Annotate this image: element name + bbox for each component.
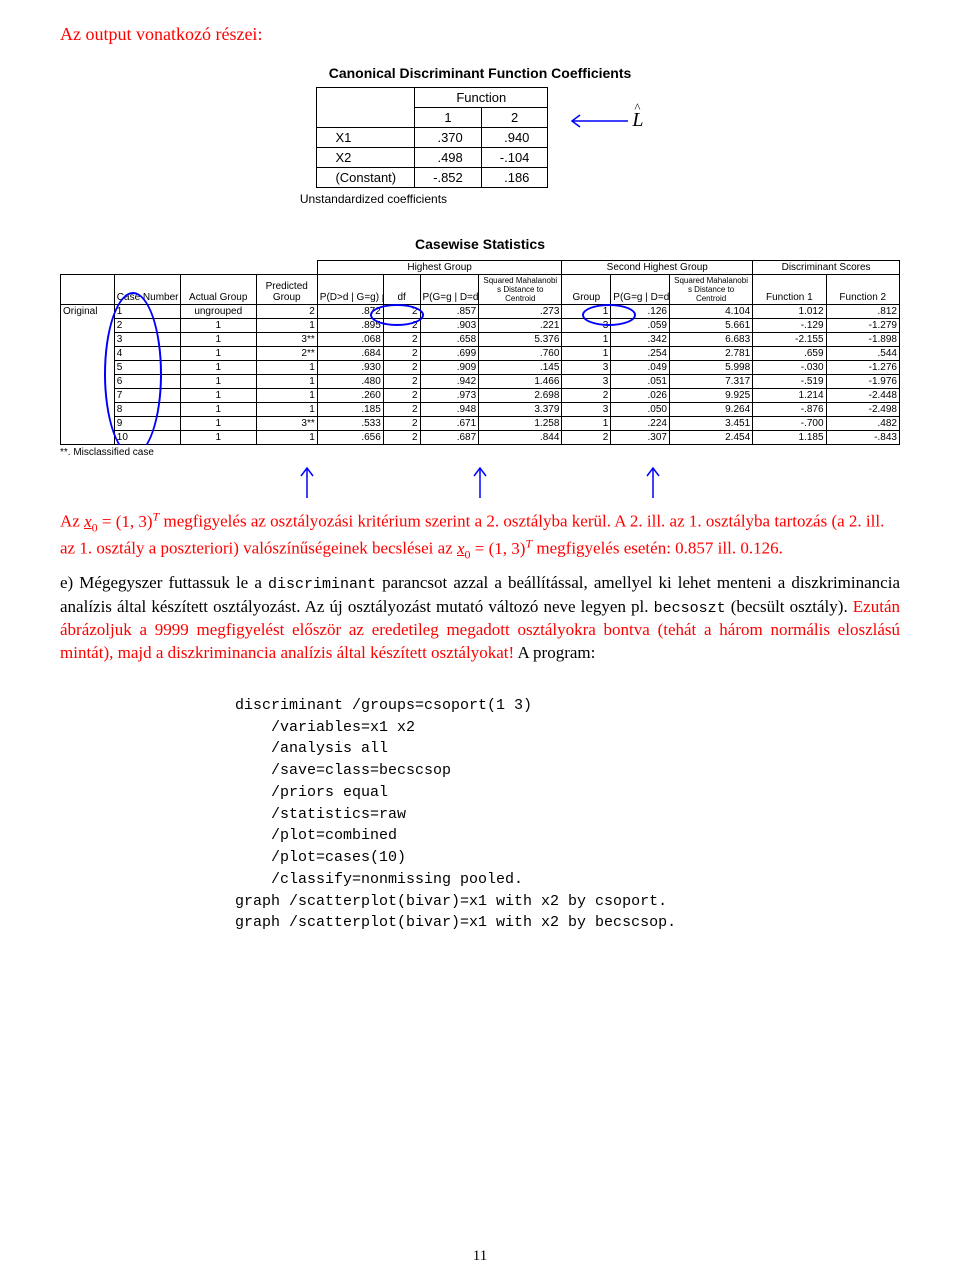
col-header: Squared Mahalanobi s Distance to Centroi… xyxy=(669,275,752,305)
col-header: P(G=g | D=d) xyxy=(611,275,670,305)
arrow-up-icon xyxy=(646,464,660,498)
table-row: 711.2602.9732.6982.0269.9251.214-2.448 xyxy=(61,389,900,403)
table-row: 211.8952.903.2213.0595.661-.129-1.279 xyxy=(61,319,900,333)
table-row: (Constant)-.852.186 xyxy=(317,168,548,188)
misclassified-note: **. Misclassified case xyxy=(60,447,900,458)
table-row: 611.4802.9421.4663.0517.317-.519-1.976 xyxy=(61,375,900,389)
arrow-up-icon xyxy=(300,464,314,498)
col-header: df xyxy=(383,275,420,305)
table-row: 511.9302.909.1453.0495.998-.030-1.276 xyxy=(61,361,900,375)
shg-label: Second Highest Group xyxy=(562,261,753,275)
coeff-col-1: 1 xyxy=(415,108,482,128)
col-header: Group xyxy=(562,275,611,305)
coeff-col-2: 2 xyxy=(481,108,548,128)
table-row: Original1ungrouped2.8722.857.2731.1264.1… xyxy=(61,305,900,319)
table-row: 913**.5332.6711.2581.2243.451-.700.482 xyxy=(61,417,900,431)
table-row: 313**.0682.6585.3761.3426.683-2.155-1.89… xyxy=(61,333,900,347)
lhat-symbol: ^L xyxy=(632,109,643,132)
heading: Az output vonatkozó részei: xyxy=(60,24,900,45)
table-row: X2.498-.104 xyxy=(317,148,548,168)
hg-label: Highest Group xyxy=(317,261,562,275)
col-header: Predicted Group xyxy=(256,275,317,305)
page-number: 11 xyxy=(0,1248,960,1265)
coeff-title: Canonical Discriminant Function Coeffici… xyxy=(60,65,900,81)
col-header: Actual Group xyxy=(180,275,256,305)
col-header: Squared Mahalanobi s Distance to Centroi… xyxy=(479,275,562,305)
col-header: Case Number xyxy=(114,275,180,305)
paragraph-2: e) Mégegyszer futtassuk le a discriminan… xyxy=(60,572,900,664)
col-header: P(D>d | G=g) p xyxy=(317,275,383,305)
paragraph-1: Az x0 = (1, 3)T megfigyelés az osztályoz… xyxy=(60,508,900,562)
col-header: Function 2 xyxy=(826,275,899,305)
col-header: P(G=g | D=d) xyxy=(420,275,479,305)
table-row: 1011.6562.687.8442.3072.4541.185-.843 xyxy=(61,431,900,445)
coeff-footer: Unstandardized coefficients xyxy=(198,192,548,206)
casewise-table: Highest Group Second Highest Group Discr… xyxy=(60,260,900,445)
table-row: 412**.6842.699.7601.2542.781.659.544 xyxy=(61,347,900,361)
coeff-table: Function 1 2 X1.370.940X2.498-.104(Const… xyxy=(316,87,548,188)
ds-label: Discriminant Scores xyxy=(753,261,900,275)
col-header: Function 1 xyxy=(753,275,826,305)
function-label: Function xyxy=(415,88,548,108)
arrow-left-icon xyxy=(568,113,628,129)
code-block: discriminant /groups=csoport(1 3) /varia… xyxy=(235,695,900,934)
table-row: 811.1852.9483.3793.0509.264-.876-2.498 xyxy=(61,403,900,417)
casewise-title: Casewise Statistics xyxy=(60,236,900,252)
arrow-up-icon xyxy=(473,464,487,498)
col-header xyxy=(61,275,115,305)
table-row: X1.370.940 xyxy=(317,128,548,148)
